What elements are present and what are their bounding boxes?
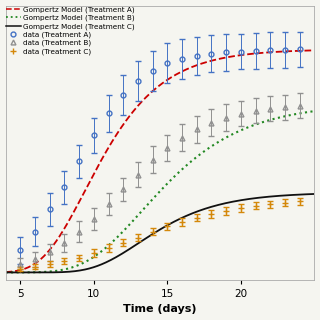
Legend: Gompertz Model (Treatment A), Gompertz Model (Treatment B), Gompertz Model (Trea: Gompertz Model (Treatment A), Gompertz M… <box>6 6 134 55</box>
X-axis label: Time (days): Time (days) <box>123 304 197 315</box>
